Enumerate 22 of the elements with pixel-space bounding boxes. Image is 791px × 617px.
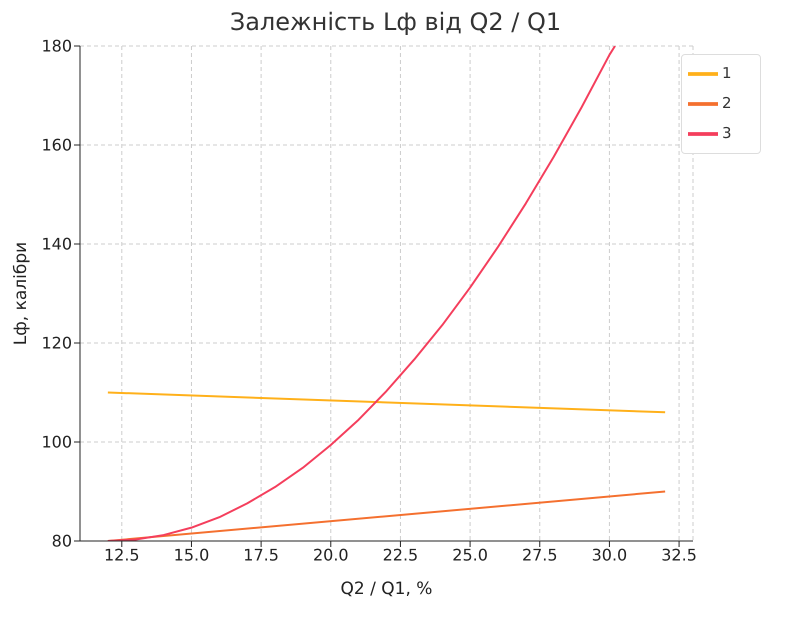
x-tick-label: 20.0 — [312, 545, 349, 564]
x-tick-label: 30.0 — [592, 545, 628, 564]
legend-label: 2 — [722, 94, 732, 112]
y-tick-label: 100 — [41, 432, 72, 452]
y-axis-title: Lф, калібри — [11, 242, 32, 346]
x-axis-title: Q2 / Q1, % — [340, 579, 432, 599]
y-tick-label: 140 — [41, 234, 72, 254]
line-series — [106, 46, 616, 541]
x-tick-label: 32.5 — [661, 545, 697, 564]
y-tick-label: 180 — [41, 36, 72, 56]
y-tick-label: 160 — [41, 136, 72, 155]
x-tick-label: 15.0 — [174, 545, 210, 564]
chart-title: Залежність Lф від Q2 / Q1 — [228, 8, 562, 36]
legend-label: 3 — [722, 124, 732, 142]
x-tick-label: 25.0 — [452, 545, 488, 564]
x-tick-label: 22.5 — [382, 545, 418, 564]
x-tick-label: 27.5 — [522, 545, 558, 564]
y-tick-label: 120 — [41, 334, 72, 353]
legend-label: 1 — [722, 64, 732, 82]
x-tick-label: 17.5 — [243, 545, 279, 564]
x-tick-label: 12.5 — [104, 545, 140, 564]
y-tick-label: 80 — [52, 532, 72, 551]
